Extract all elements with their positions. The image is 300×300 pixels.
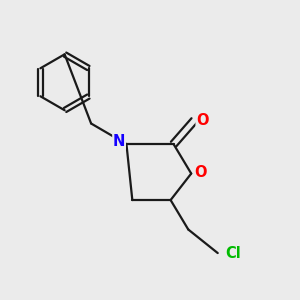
- Text: Cl: Cl: [225, 246, 241, 261]
- Text: O: O: [194, 165, 206, 180]
- Text: O: O: [196, 113, 209, 128]
- Text: N: N: [113, 134, 125, 149]
